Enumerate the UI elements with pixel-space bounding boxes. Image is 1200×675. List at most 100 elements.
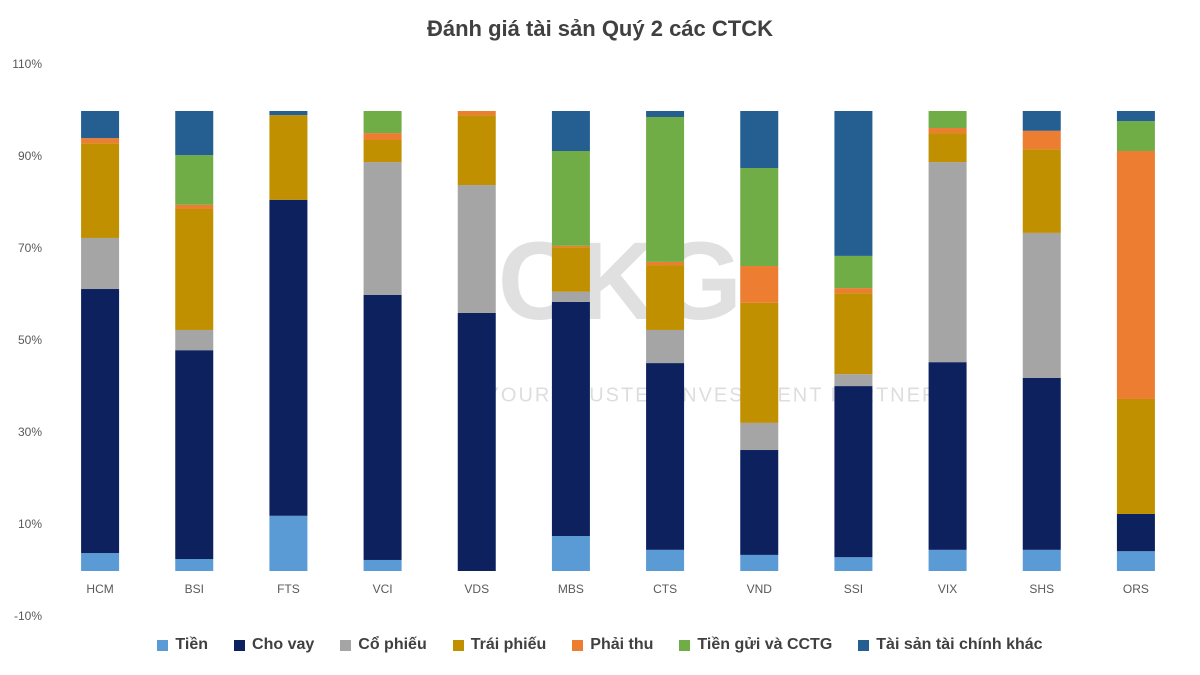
bar-segment xyxy=(457,115,496,186)
y-tick-label: 50% xyxy=(18,333,42,347)
legend-swatch xyxy=(858,639,870,651)
x-tick-label: CTS xyxy=(653,582,677,596)
bar-segment xyxy=(269,115,308,200)
bar-segment xyxy=(551,536,590,571)
bar-segment xyxy=(175,155,214,205)
bar-segment xyxy=(175,111,214,156)
bar-segment xyxy=(1022,377,1061,550)
bar-segment xyxy=(646,549,685,571)
legend-item: Cho vay xyxy=(234,636,314,654)
bar-segment xyxy=(457,111,496,116)
legend-swatch xyxy=(452,639,464,651)
bar-segment xyxy=(928,549,967,571)
bar-segment xyxy=(646,329,685,364)
legend-label: Tiền gửi và CCTG xyxy=(697,636,833,653)
bar-segment xyxy=(551,291,590,302)
legend: Tiền Cho vay Cổ phiếu Trái phiếu Phải thu Tiề… xyxy=(0,636,1200,654)
bar-segment xyxy=(928,128,967,134)
bar-segment xyxy=(1022,549,1061,571)
bar-segment xyxy=(834,111,873,256)
x-tick-label: SSI xyxy=(844,582,863,596)
bar-segment xyxy=(740,554,779,571)
legend-label: Tiền xyxy=(175,636,209,653)
bar-segment xyxy=(1116,513,1155,552)
bar-segment xyxy=(363,139,402,163)
x-tick-label: ORS xyxy=(1123,582,1149,596)
bar-segment xyxy=(740,302,779,423)
legend-swatch xyxy=(157,639,169,651)
bar-segment xyxy=(363,162,402,295)
bar-segment xyxy=(551,301,590,537)
legend-label: Trái phiếu xyxy=(470,636,547,653)
y-tick-label: 110% xyxy=(12,57,42,71)
watermark-subtitle: YOUR TRUSTED INVESTMENT PARTNER xyxy=(486,384,939,406)
legend-swatch xyxy=(340,639,352,651)
bar-segment xyxy=(269,111,308,116)
bar-segment xyxy=(551,247,590,292)
x-tick-label: SHS xyxy=(1029,582,1054,596)
legend-label: Cổ phiếu xyxy=(358,636,427,653)
bar-segment xyxy=(646,116,685,262)
bar-segment xyxy=(81,111,120,139)
bar-segment xyxy=(1022,149,1061,233)
bar-segment xyxy=(551,151,590,246)
bar-segment xyxy=(646,363,685,550)
legend-item: Tiền gửi và CCTG xyxy=(679,636,832,654)
y-tick-label: -10% xyxy=(14,609,42,623)
legend-item: Cổ phiếu xyxy=(340,636,427,654)
x-tick-label: BSI xyxy=(185,582,204,596)
bar-segment xyxy=(1116,551,1155,571)
y-tick-label: 90% xyxy=(18,149,42,163)
bar-segment xyxy=(1116,121,1155,152)
bar-segment xyxy=(834,293,873,375)
bar-segment xyxy=(457,312,496,571)
bar-segment xyxy=(740,450,779,555)
bar-segment xyxy=(81,289,120,554)
bar-segment xyxy=(1022,130,1061,150)
bar-segment xyxy=(834,288,873,294)
y-tick-label: 70% xyxy=(18,241,42,255)
legend-label: Tài sản tài chính khác xyxy=(876,636,1043,653)
bar-segment xyxy=(269,515,308,571)
bar-segment xyxy=(646,111,685,117)
bar-segment xyxy=(646,261,685,266)
bar-segment xyxy=(1116,398,1155,514)
bar-segment xyxy=(928,111,967,129)
legend-item: Phải thu xyxy=(572,636,653,654)
legend-label: Cho vay xyxy=(252,636,315,653)
bar-segment xyxy=(740,168,779,267)
x-tick-label: VDS xyxy=(464,582,489,596)
legend-swatch xyxy=(679,639,691,651)
bar-segment xyxy=(646,265,685,330)
bar-segment xyxy=(363,295,402,560)
bar-segment xyxy=(1116,111,1155,122)
bar-segment xyxy=(740,266,779,303)
bar-segment xyxy=(551,245,590,248)
bar-segment xyxy=(740,111,779,169)
chart-title: Đánh giá tài sản Quý 2 các CTCK xyxy=(427,16,773,41)
legend-swatch xyxy=(234,639,246,651)
chart: Đánh giá tài sản Quý 2 các CTCK CKG YOUR… xyxy=(12,16,1155,623)
bar-segment xyxy=(551,111,590,152)
bar-segment xyxy=(928,133,967,163)
bar-segment xyxy=(81,143,120,238)
legend-item: Tài sản tài chính khác xyxy=(858,636,1043,654)
bar-segment xyxy=(928,362,967,550)
bar-segment xyxy=(457,185,496,313)
bar-segment xyxy=(834,386,873,558)
legend-item: Trái phiếu xyxy=(452,636,547,654)
bar-segment xyxy=(81,138,120,144)
bar-segment xyxy=(269,199,308,516)
x-tick-label: HCM xyxy=(86,582,113,596)
x-tick-label: MBS xyxy=(558,582,584,596)
bar-segment xyxy=(928,162,967,363)
bar-segment xyxy=(740,422,779,451)
watermark: CKG xyxy=(498,220,742,343)
y-tick-label: 30% xyxy=(18,425,42,439)
x-tick-label: VND xyxy=(747,582,773,596)
bar-segment xyxy=(81,553,120,571)
legend-swatch xyxy=(572,639,584,651)
bar-segment xyxy=(175,350,214,560)
legend-label: Phải thu xyxy=(590,636,654,653)
